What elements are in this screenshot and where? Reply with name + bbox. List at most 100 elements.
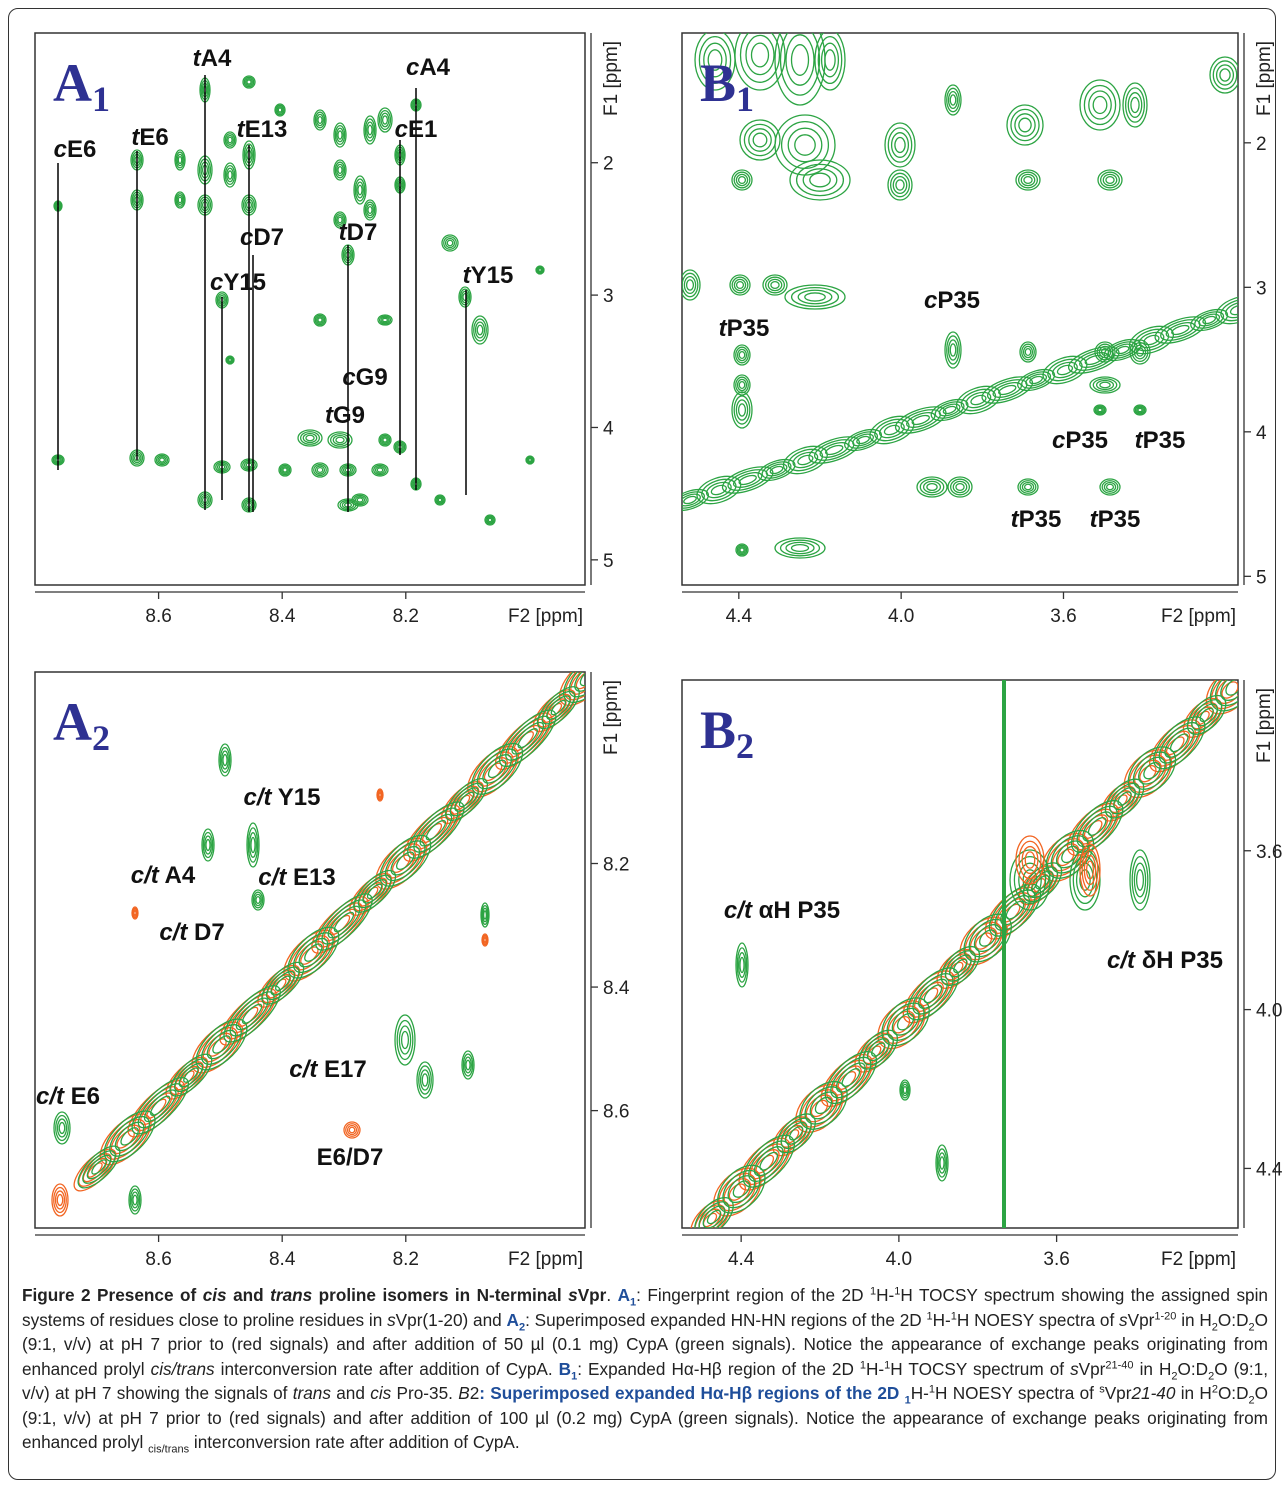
peak-contour: [848, 431, 879, 449]
peak-contour: [381, 115, 389, 125]
caption-run: 2: [1248, 1394, 1255, 1407]
peak-contour: [317, 317, 323, 323]
peak-contour: [332, 434, 348, 446]
peak-contour: [960, 388, 997, 412]
peak-contour: [790, 543, 810, 553]
caption-run: 21-40: [1131, 1383, 1176, 1403]
peak-contour: [1115, 345, 1130, 355]
peak-contour: [947, 339, 959, 361]
peak-contour: [1107, 341, 1138, 359]
annotation-part: G9: [333, 402, 365, 429]
peak-contour: [250, 836, 256, 854]
peak-contour: [947, 90, 959, 110]
annotation-part: E6: [64, 1083, 100, 1110]
peak-contour: [922, 480, 942, 494]
peak-contour: [274, 103, 286, 117]
peak-contour: [86, 1154, 112, 1180]
peak-contour: [1017, 171, 1039, 189]
y-tick-label: 8.2: [603, 855, 629, 876]
peak-contour: [1164, 727, 1195, 758]
peak-annotation: tP35: [1011, 506, 1062, 533]
caption-run: cis/trans: [148, 1443, 190, 1456]
y-tick-label: 5: [1256, 567, 1267, 588]
annotation-part: P35: [727, 315, 770, 342]
caption-run: and: [330, 1383, 371, 1403]
peak-contour: [733, 374, 751, 396]
annotation-part: A4: [201, 45, 232, 72]
peak-contour: [1131, 855, 1149, 905]
annotation-part: c/t: [289, 1056, 318, 1083]
peak-contour: [782, 445, 828, 475]
peak-contour: [536, 266, 544, 274]
peak-contour: [737, 545, 747, 555]
peak-contour: [905, 411, 936, 429]
peak-contour: [944, 84, 962, 116]
peak-contour: [817, 35, 843, 85]
peak-contour: [278, 463, 292, 477]
peak-contour: [327, 905, 361, 939]
peak-contour: [738, 350, 746, 360]
peak-annotation: cD7: [240, 224, 284, 251]
peak-contour: [965, 391, 992, 409]
peak-annotation: c/t Y15: [244, 784, 321, 811]
peak-contour: [343, 1121, 361, 1139]
y-tick-label: 8.6: [603, 1102, 629, 1123]
peak-contour: [946, 87, 960, 113]
caption-run: cis: [370, 1383, 392, 1403]
peak-contour: [1017, 368, 1056, 392]
peak-contour: [1131, 341, 1149, 363]
peak-contour: [735, 399, 749, 421]
peak-contour: [563, 672, 585, 703]
panel-label: A1: [53, 53, 110, 119]
peak-contour: [223, 985, 281, 1043]
peak-annotation: c/t E17: [289, 1056, 366, 1083]
peak-contour: [776, 1113, 816, 1154]
peak-contour: [251, 889, 265, 911]
annotation-part: c/t: [1107, 947, 1136, 974]
peak-contour: [183, 1067, 199, 1083]
peak-contour: [460, 290, 470, 304]
peak-contour: [362, 879, 387, 904]
panel-letter: B: [700, 700, 736, 760]
peak-contour: [1205, 680, 1238, 715]
annotation-part: Y15: [471, 262, 514, 289]
peak-contour: [896, 1012, 915, 1031]
peak-contour: [355, 181, 365, 199]
peak-contour: [570, 672, 585, 695]
peak-contour: [56, 1118, 68, 1138]
peak-contour: [132, 907, 138, 919]
peak-contour: [930, 398, 969, 422]
peak-contour: [381, 317, 389, 323]
peak-contour: [313, 109, 327, 131]
peak-contour: [346, 1124, 358, 1136]
peak-contour: [887, 169, 913, 201]
annotation-part: t: [463, 262, 472, 289]
peak-annotation: cP35: [924, 287, 980, 314]
peak-contour: [1190, 308, 1229, 332]
peak-contour: [380, 316, 390, 324]
peak-contour: [944, 950, 976, 982]
peak-contour: [371, 463, 389, 477]
peak-contour: [174, 149, 186, 171]
annotation-part: t: [325, 402, 334, 429]
peak-contour: [270, 970, 296, 996]
peak-contour: [737, 952, 747, 978]
peak-annotation: c/t E13: [258, 864, 335, 891]
peak-contour: [364, 118, 376, 142]
annotation-part: c: [924, 287, 937, 314]
peak-contour: [541, 690, 576, 725]
peak-contour: [736, 544, 748, 556]
peak-contour: [682, 491, 705, 509]
peak-contour: [128, 1185, 142, 1215]
peak-contour: [317, 115, 323, 125]
peak-contour: [374, 465, 386, 475]
peak-contour: [1099, 478, 1121, 496]
spectrum: [682, 33, 1238, 559]
peak-contour: [376, 788, 384, 802]
caption-run: 1: [630, 1296, 637, 1309]
peak-contour: [536, 686, 580, 730]
peak-contour: [780, 1117, 812, 1150]
peak-contour: [177, 155, 183, 165]
peak-contour: [802, 168, 838, 192]
annotation-part: c/t: [724, 897, 753, 924]
